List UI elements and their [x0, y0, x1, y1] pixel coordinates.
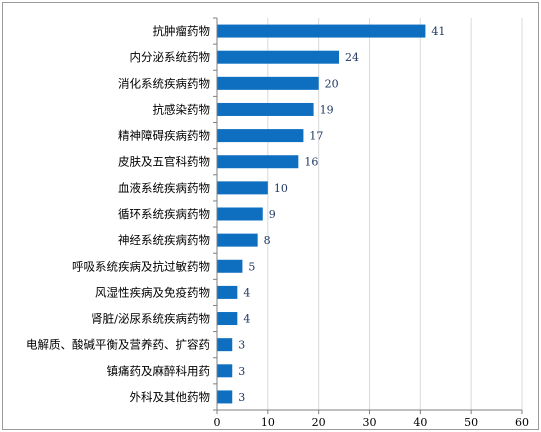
- category-label: 风湿性疾病及免疫药物: [95, 285, 210, 299]
- data-label: 5: [248, 260, 255, 273]
- bar: [217, 364, 233, 378]
- category-label: 神经系统疾病药物: [118, 233, 210, 247]
- bars: [217, 24, 426, 404]
- x-tick-label: 50: [464, 416, 478, 429]
- data-label: 8: [264, 234, 271, 247]
- category-label: 肾脏/泌尿系统疾病药物: [91, 312, 210, 326]
- bar: [217, 50, 339, 64]
- bar: [217, 102, 314, 116]
- bar: [217, 233, 258, 247]
- data-label: 3: [238, 391, 245, 404]
- category-label: 血液系统疾病药物: [118, 181, 210, 195]
- x-tick-label: 30: [363, 416, 377, 429]
- category-label: 呼吸系统疾病及抗过敏药物: [72, 259, 210, 273]
- category-label: 抗感染药物: [153, 102, 211, 116]
- data-label: 24: [345, 51, 359, 64]
- data-label: 41: [431, 25, 445, 38]
- x-tick-label: 10: [261, 416, 275, 429]
- data-label: 16: [304, 156, 318, 169]
- bar: [217, 390, 233, 404]
- category-label: 循环系统疾病药物: [118, 207, 210, 221]
- bar: [217, 181, 268, 195]
- bar: [217, 285, 238, 299]
- data-label: 17: [309, 130, 323, 143]
- axes: [213, 17, 523, 414]
- data-label: 19: [320, 103, 334, 116]
- bar: [217, 207, 263, 221]
- bar: [217, 24, 426, 38]
- category-label: 皮肤及五官科药物: [118, 155, 210, 169]
- category-label: 精神障碍疾病药物: [118, 129, 210, 143]
- x-tick-label: 60: [515, 416, 529, 429]
- x-tick-label: 20: [312, 416, 326, 429]
- bar: [217, 338, 233, 352]
- x-tick-label: 40: [413, 416, 427, 429]
- labels: 41 抗肿瘤药物 24 内分泌系统药物 20 消化系统疾病药物 19 抗感染药物 17 精神障碍疾…: [26, 24, 529, 429]
- data-label: 10: [274, 182, 288, 195]
- category-label: 内分泌系统药物: [130, 50, 211, 64]
- data-label: 9: [269, 208, 276, 221]
- category-label: 外科及其他药物: [130, 390, 211, 404]
- gridlines: [267, 18, 523, 410]
- bar: [217, 129, 304, 143]
- bar: [217, 155, 299, 169]
- data-label: 20: [325, 77, 339, 90]
- category-label: 电解质、酸碱平衡及营养药、扩容药: [26, 338, 210, 352]
- category-label: 消化系统疾病药物: [118, 76, 210, 90]
- category-label: 抗肿瘤药物: [153, 24, 211, 38]
- data-label: 4: [243, 286, 250, 299]
- x-tick-label: 0: [214, 416, 221, 429]
- bar: [217, 76, 319, 90]
- data-label: 3: [238, 365, 245, 378]
- bar: [217, 259, 243, 273]
- bar: [217, 312, 238, 326]
- category-label: 镇痛药及麻醉科用药: [107, 364, 211, 378]
- data-label: 3: [238, 339, 245, 352]
- data-label: 4: [243, 313, 250, 326]
- bar-chart: 41 抗肿瘤药物 24 内分泌系统药物 20 消化系统疾病药物 19 抗感染药物 17 精神障碍疾…: [26, 17, 529, 429]
